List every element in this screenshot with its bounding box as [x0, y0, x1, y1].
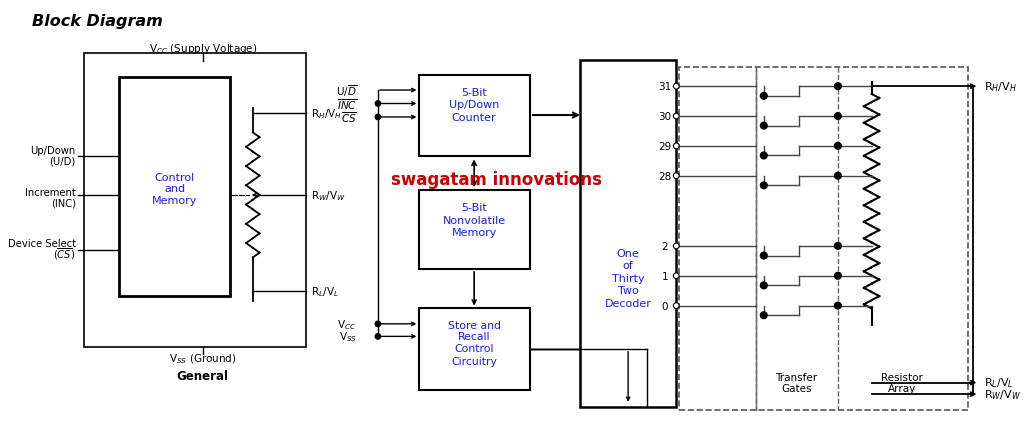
Text: 30: 30 — [658, 112, 672, 122]
Text: R$_W$/V$_W$: R$_W$/V$_W$ — [310, 189, 345, 202]
Text: $\overline{CS}$: $\overline{CS}$ — [341, 110, 356, 125]
Bar — [419, 191, 530, 269]
Text: Gates: Gates — [781, 384, 812, 393]
Circle shape — [375, 102, 381, 107]
Text: V$_{CC}$ (Supply Voltage): V$_{CC}$ (Supply Voltage) — [148, 42, 257, 56]
Circle shape — [835, 243, 842, 250]
Text: Thirty: Thirty — [611, 273, 644, 283]
Text: and: and — [164, 184, 185, 194]
Text: (INC): (INC) — [51, 198, 76, 208]
Text: 0: 0 — [662, 301, 668, 311]
Text: Up/Down: Up/Down — [449, 99, 500, 109]
Text: V$_{SS}$ (Ground): V$_{SS}$ (Ground) — [169, 352, 237, 365]
Circle shape — [674, 244, 679, 249]
Circle shape — [761, 283, 767, 289]
Circle shape — [761, 183, 767, 189]
Text: General: General — [177, 370, 228, 382]
Text: Transfer: Transfer — [775, 372, 817, 382]
Text: 5-Bit: 5-Bit — [461, 203, 487, 213]
Circle shape — [835, 173, 842, 180]
Text: 28: 28 — [658, 171, 672, 181]
Text: V$_{SS}$: V$_{SS}$ — [339, 330, 356, 343]
Text: Up/Down: Up/Down — [31, 145, 76, 155]
Text: Device Select: Device Select — [7, 239, 76, 248]
Text: Decoder: Decoder — [605, 298, 651, 308]
Text: R$_W$/V$_W$: R$_W$/V$_W$ — [984, 387, 1021, 401]
Bar — [84, 54, 306, 347]
Circle shape — [674, 114, 679, 120]
Circle shape — [375, 334, 381, 339]
Text: ($\overline{CS}$): ($\overline{CS}$) — [53, 246, 76, 262]
Bar — [419, 75, 530, 157]
Bar — [580, 61, 676, 407]
Text: Increment: Increment — [25, 187, 76, 198]
Circle shape — [761, 153, 767, 159]
Text: One: One — [616, 248, 640, 258]
Text: $\overline{INC}$: $\overline{INC}$ — [337, 97, 356, 112]
Text: U/$\overline{D}$: U/$\overline{D}$ — [336, 83, 356, 99]
Text: Control: Control — [155, 172, 195, 182]
Circle shape — [674, 173, 679, 179]
Text: Memory: Memory — [452, 228, 497, 238]
Circle shape — [761, 123, 767, 130]
Circle shape — [674, 144, 679, 149]
Text: Nonvolatile: Nonvolatile — [442, 215, 506, 226]
Text: 1: 1 — [662, 271, 668, 281]
Text: Two: Two — [617, 286, 639, 296]
Circle shape — [835, 84, 842, 90]
Text: R$_H$/V$_H$: R$_H$/V$_H$ — [310, 107, 342, 121]
Circle shape — [674, 84, 679, 90]
Text: swagatam innovations: swagatam innovations — [391, 170, 602, 188]
Circle shape — [835, 143, 842, 150]
Text: 31: 31 — [658, 82, 672, 92]
Bar — [419, 309, 530, 390]
Text: Control: Control — [455, 343, 494, 353]
Text: Counter: Counter — [452, 113, 497, 123]
Text: Array: Array — [888, 384, 916, 393]
Circle shape — [375, 115, 381, 120]
Circle shape — [761, 312, 767, 319]
Text: V$_{CC}$: V$_{CC}$ — [338, 317, 356, 331]
Text: Circuitry: Circuitry — [452, 357, 497, 367]
Text: R$_L$/V$_L$: R$_L$/V$_L$ — [984, 376, 1014, 389]
Circle shape — [674, 303, 679, 309]
Text: 2: 2 — [662, 241, 668, 251]
Text: Store and: Store and — [447, 320, 501, 330]
Circle shape — [835, 113, 842, 120]
Circle shape — [761, 253, 767, 259]
Text: Block Diagram: Block Diagram — [33, 14, 163, 29]
Text: 5-Bit: 5-Bit — [461, 88, 487, 98]
Text: Memory: Memory — [153, 195, 198, 205]
Text: Resistor: Resistor — [882, 372, 924, 382]
Text: 29: 29 — [658, 141, 672, 152]
Circle shape — [835, 273, 842, 279]
Text: Recall: Recall — [458, 332, 490, 342]
Text: (U/D): (U/D) — [49, 156, 76, 166]
Bar — [119, 78, 229, 296]
Text: R$_L$/V$_L$: R$_L$/V$_L$ — [310, 285, 339, 298]
Circle shape — [761, 93, 767, 100]
Circle shape — [674, 273, 679, 279]
Circle shape — [835, 303, 842, 309]
Circle shape — [375, 321, 381, 327]
Bar — [679, 68, 968, 410]
Text: of: of — [623, 261, 634, 271]
Text: R$_H$/V$_H$: R$_H$/V$_H$ — [984, 80, 1017, 94]
